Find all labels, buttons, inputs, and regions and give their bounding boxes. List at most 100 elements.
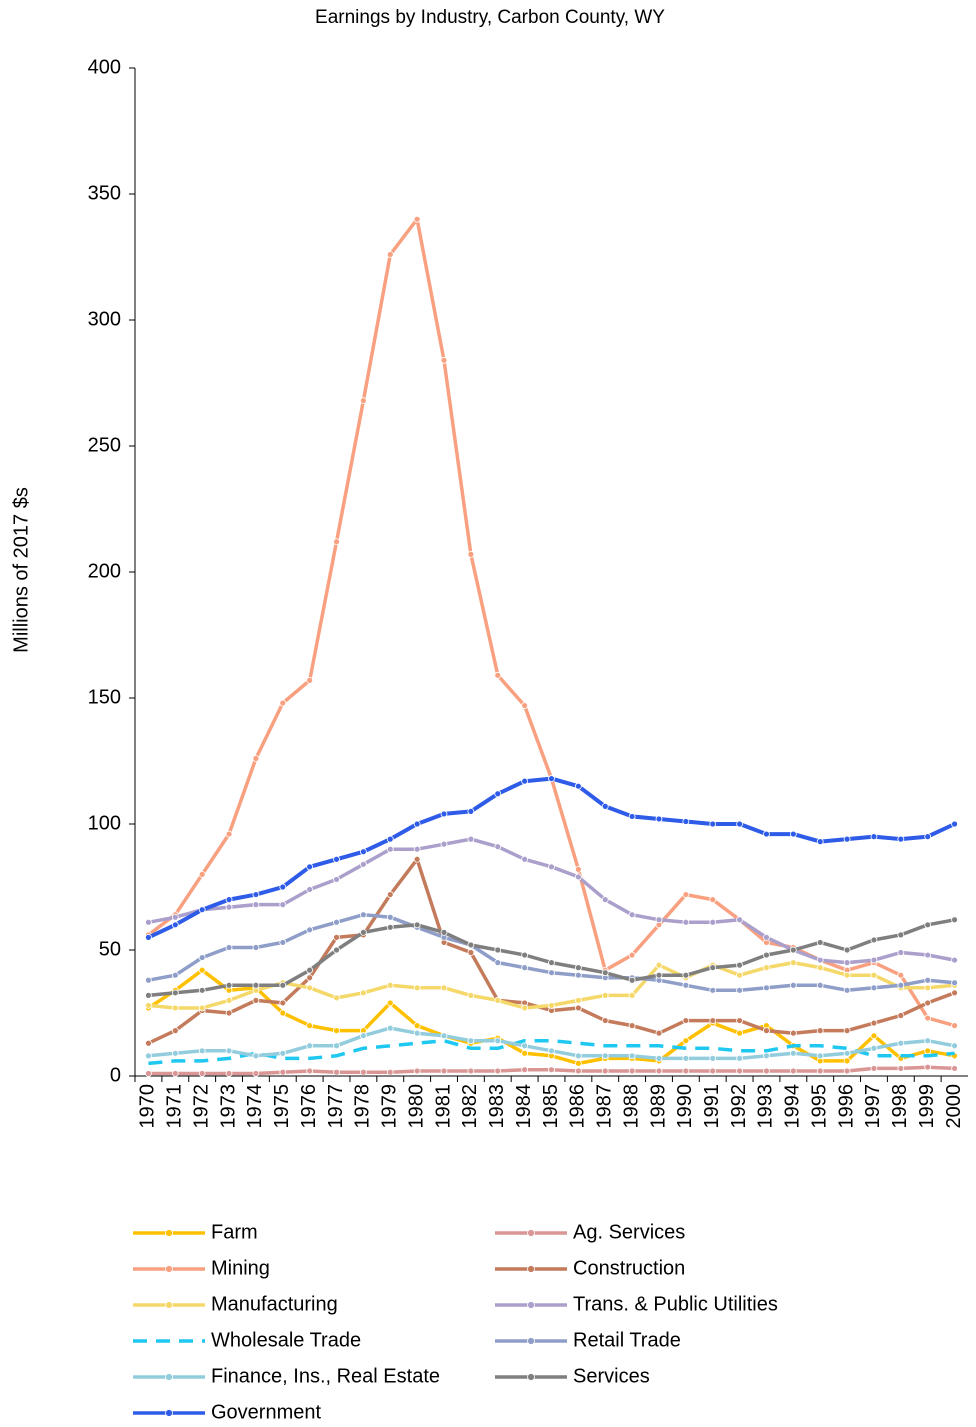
point — [682, 1067, 690, 1075]
point — [951, 956, 958, 964]
point — [843, 835, 851, 843]
point — [709, 918, 717, 926]
legend-label: Trans. & Public Utilities — [573, 1293, 778, 1315]
point — [494, 790, 502, 798]
point — [413, 855, 421, 863]
point — [655, 815, 663, 823]
point — [198, 954, 206, 961]
point — [736, 1017, 743, 1024]
point — [816, 939, 824, 946]
x-tick-label: 1973 — [217, 1084, 239, 1129]
point — [413, 1029, 421, 1037]
point — [198, 906, 206, 914]
point — [333, 1068, 340, 1076]
point — [548, 1047, 555, 1055]
point — [413, 1067, 421, 1075]
point — [763, 1052, 770, 1060]
point — [736, 1054, 743, 1062]
point — [709, 1054, 717, 1062]
point — [252, 1052, 260, 1060]
point — [951, 820, 958, 828]
point — [360, 1032, 367, 1040]
point — [709, 820, 717, 828]
legend-label: Ag. Services — [573, 1221, 685, 1243]
legend-marker — [165, 1409, 173, 1417]
point — [360, 1068, 367, 1076]
point — [655, 961, 663, 969]
point — [897, 931, 905, 939]
point — [333, 994, 340, 1002]
x-tick-label: 1992 — [728, 1084, 750, 1129]
point — [548, 1066, 555, 1074]
point — [145, 934, 152, 941]
point — [816, 1027, 824, 1035]
point — [252, 901, 260, 909]
legend-label: Finance, Ins., Real Estate — [211, 1365, 440, 1387]
point — [252, 1070, 260, 1077]
point — [440, 810, 448, 818]
point — [225, 1070, 233, 1077]
point — [360, 848, 367, 856]
point — [306, 1067, 314, 1075]
legend-marker — [165, 1373, 173, 1381]
y-axis-label: Millions of 2017 $s — [10, 487, 32, 653]
point — [763, 1067, 770, 1075]
legend-marker — [165, 1229, 173, 1237]
point — [198, 1004, 206, 1012]
point — [386, 251, 394, 258]
x-tick-label: 1978 — [352, 1084, 374, 1129]
point — [924, 1037, 932, 1045]
x-tick-label: 1979 — [379, 1084, 401, 1129]
point — [198, 986, 206, 994]
point — [655, 916, 663, 924]
point — [171, 921, 179, 929]
y-tick-label: 300 — [88, 308, 121, 330]
point — [198, 966, 206, 974]
point — [897, 971, 905, 979]
legend-marker — [527, 1301, 535, 1309]
point — [413, 845, 421, 853]
point — [816, 981, 824, 989]
point — [440, 928, 448, 936]
point — [816, 1067, 824, 1075]
point — [279, 999, 287, 1007]
point — [225, 997, 233, 1004]
point — [440, 356, 448, 364]
point — [145, 918, 152, 926]
point — [198, 871, 206, 878]
point — [574, 1052, 582, 1060]
point — [574, 971, 582, 979]
point — [386, 913, 394, 921]
point — [843, 959, 851, 966]
point — [279, 883, 287, 891]
point — [360, 397, 367, 405]
point — [655, 1054, 663, 1062]
point — [574, 1060, 582, 1067]
point — [386, 891, 394, 898]
point — [897, 1012, 905, 1019]
point — [601, 991, 609, 999]
point — [252, 944, 260, 951]
point — [333, 876, 340, 883]
point — [521, 855, 529, 863]
point — [574, 873, 582, 881]
y-tick-label: 100 — [88, 812, 121, 834]
point — [171, 1027, 179, 1035]
point — [440, 1067, 448, 1075]
point — [816, 1052, 824, 1060]
point — [306, 974, 314, 982]
x-tick-label: 1995 — [808, 1084, 830, 1129]
point — [574, 782, 582, 790]
point — [306, 1022, 314, 1029]
point — [279, 699, 287, 707]
point — [763, 951, 770, 959]
point — [628, 911, 636, 919]
point — [386, 981, 394, 989]
point — [816, 956, 824, 964]
point — [843, 946, 851, 954]
point — [843, 1067, 851, 1075]
point — [386, 1068, 394, 1076]
point — [467, 550, 475, 558]
point — [252, 981, 260, 989]
